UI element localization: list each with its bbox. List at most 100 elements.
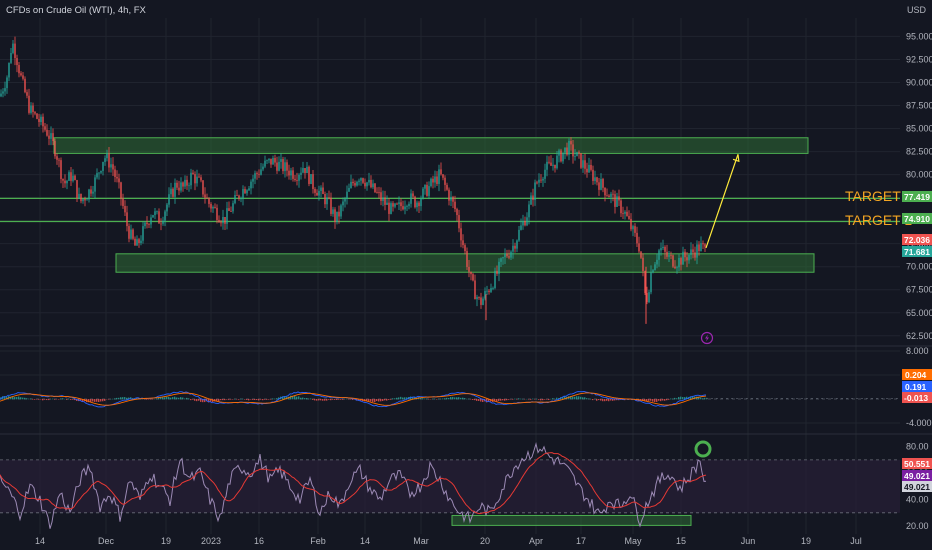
candle-body: [438, 169, 440, 184]
candle-body: [214, 206, 216, 208]
candle-body: [114, 169, 116, 177]
candle-body: [306, 166, 308, 174]
candle-body: [516, 240, 518, 249]
macd-bar: [340, 399, 342, 400]
macd-bar: [368, 399, 370, 402]
macd-bar: [608, 399, 610, 402]
candle-body: [482, 298, 484, 305]
macd-bar: [304, 398, 306, 400]
candle-body: [656, 259, 658, 265]
macd-bar: [602, 399, 604, 402]
candle-body: [176, 182, 178, 188]
candle-body: [194, 174, 196, 184]
support-zone: [115, 253, 815, 273]
candle-body: [530, 195, 532, 205]
candle-body: [370, 179, 372, 188]
candle-body: [466, 251, 468, 267]
candle-body: [0, 93, 2, 97]
macd-bar: [586, 398, 588, 400]
macd-tick-label: 8.000: [906, 346, 929, 356]
candle-body: [294, 178, 296, 181]
macd-bar: [126, 397, 128, 400]
time-tick-label: Apr: [529, 536, 543, 546]
candle-body: [224, 216, 226, 224]
macd-bar: [268, 399, 270, 400]
candle-body: [602, 178, 604, 188]
candle-body: [426, 184, 428, 196]
macd-bar: [640, 399, 642, 401]
candle-body: [368, 179, 370, 183]
candle-body: [62, 178, 64, 181]
price-tag-prev: 71.681: [902, 246, 932, 257]
candle-body: [596, 177, 598, 183]
time-tick-label: 14: [360, 536, 370, 546]
candle-body: [118, 178, 120, 183]
macd-bar: [506, 399, 508, 401]
candle-body: [400, 202, 402, 207]
candle-body: [554, 164, 556, 169]
candle-body: [112, 164, 114, 170]
candle-body: [196, 176, 198, 184]
macd-bar: [442, 398, 444, 400]
candle-body: [394, 203, 396, 207]
macd-bar: [392, 398, 394, 400]
macd-bar: [312, 399, 314, 400]
macd-bar: [614, 399, 616, 401]
target1-label: TARGET 1: [845, 212, 912, 228]
macd-bar: [658, 399, 660, 401]
candle-body: [594, 177, 596, 181]
macd-bar: [240, 398, 242, 400]
candle-body: [464, 245, 466, 252]
candle-body: [32, 105, 34, 113]
candle-body: [88, 189, 90, 200]
macd-bar: [424, 398, 426, 400]
candle-body: [52, 133, 54, 142]
macd-bar: [164, 397, 166, 400]
candle-body: [512, 245, 514, 252]
candle-body: [172, 188, 174, 197]
macd-bar: [502, 399, 504, 401]
candle-body: [668, 255, 670, 257]
candle-body: [146, 222, 148, 225]
candle-body: [618, 196, 620, 201]
candle-body: [590, 164, 592, 170]
candle-body: [372, 183, 374, 188]
candle-body: [486, 290, 488, 292]
candle-body: [158, 211, 160, 224]
lightning-icon[interactable]: [700, 331, 714, 345]
candle-body: [536, 182, 538, 184]
candle-body: [246, 190, 248, 194]
macd-bar: [208, 399, 210, 403]
macd-bar: [476, 399, 478, 401]
candle-body: [50, 133, 52, 139]
candle-body: [620, 200, 622, 214]
candle-body: [688, 254, 690, 261]
macd-bar: [580, 396, 582, 400]
macd-bar: [272, 398, 274, 400]
candle-body: [632, 226, 634, 230]
macd-bar: [548, 399, 550, 400]
candle-body: [110, 164, 112, 168]
macd-bar: [242, 398, 244, 400]
candle-body: [472, 274, 474, 281]
candle-body: [492, 288, 494, 289]
projection-arrow-head: [732, 154, 740, 163]
macd-bar: [188, 398, 190, 400]
macd-bar: [446, 397, 448, 400]
candle-body: [132, 229, 134, 239]
macd-bar: [330, 399, 332, 401]
macd-bar: [310, 398, 312, 400]
candle-body: [178, 187, 180, 191]
candle-body: [422, 188, 424, 199]
candle-body: [598, 182, 600, 190]
price-tag-target1: 74.910: [902, 213, 932, 224]
macd-bar: [370, 399, 372, 402]
candle-body: [260, 169, 262, 175]
macd-bar: [570, 396, 572, 400]
candle-body: [692, 249, 694, 253]
candle-body: [404, 206, 406, 210]
macd-bar: [588, 398, 590, 400]
rsi-tick-label: 40.00: [906, 495, 929, 505]
macd-bar: [298, 396, 300, 400]
candle-body: [338, 211, 340, 217]
